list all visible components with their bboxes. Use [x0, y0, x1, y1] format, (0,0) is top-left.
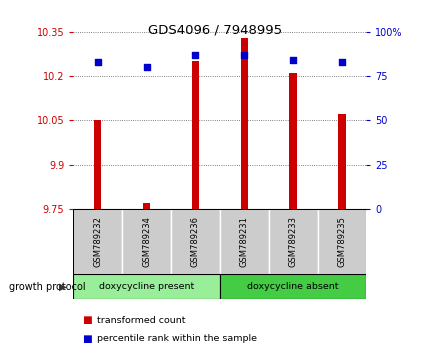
Bar	[94, 120, 101, 209]
Text: GSM789232: GSM789232	[93, 216, 102, 267]
Point	[289, 57, 296, 63]
Bar	[219, 209, 268, 274]
Point	[191, 52, 198, 58]
Point	[94, 59, 101, 65]
Bar	[191, 61, 199, 209]
Text: doxycycline absent: doxycycline absent	[247, 282, 338, 291]
Point	[240, 52, 247, 58]
Bar	[289, 73, 296, 209]
Bar	[73, 209, 122, 274]
Text: percentile rank within the sample: percentile rank within the sample	[97, 334, 256, 343]
Text: GSM789231: GSM789231	[239, 216, 248, 267]
Text: GSM789234: GSM789234	[142, 216, 150, 267]
Point	[143, 64, 150, 70]
Text: doxycycline present: doxycycline present	[99, 282, 194, 291]
Bar	[122, 209, 171, 274]
Text: transformed count: transformed count	[97, 316, 185, 325]
Bar	[268, 209, 317, 274]
Text: ■: ■	[82, 334, 92, 344]
Text: ■: ■	[82, 315, 92, 325]
Bar	[317, 209, 365, 274]
Bar	[338, 114, 345, 209]
Bar	[171, 209, 219, 274]
Text: GSM789236: GSM789236	[190, 216, 200, 267]
Point	[338, 59, 344, 65]
Text: GSM789235: GSM789235	[337, 216, 346, 267]
Bar	[73, 274, 219, 299]
Text: GSM789233: GSM789233	[288, 216, 297, 267]
Bar	[240, 38, 247, 209]
Text: GDS4096 / 7948995: GDS4096 / 7948995	[148, 23, 282, 36]
Bar	[143, 203, 150, 209]
Text: growth protocol: growth protocol	[9, 282, 85, 292]
Bar	[219, 274, 366, 299]
Text: ▶: ▶	[58, 282, 67, 292]
